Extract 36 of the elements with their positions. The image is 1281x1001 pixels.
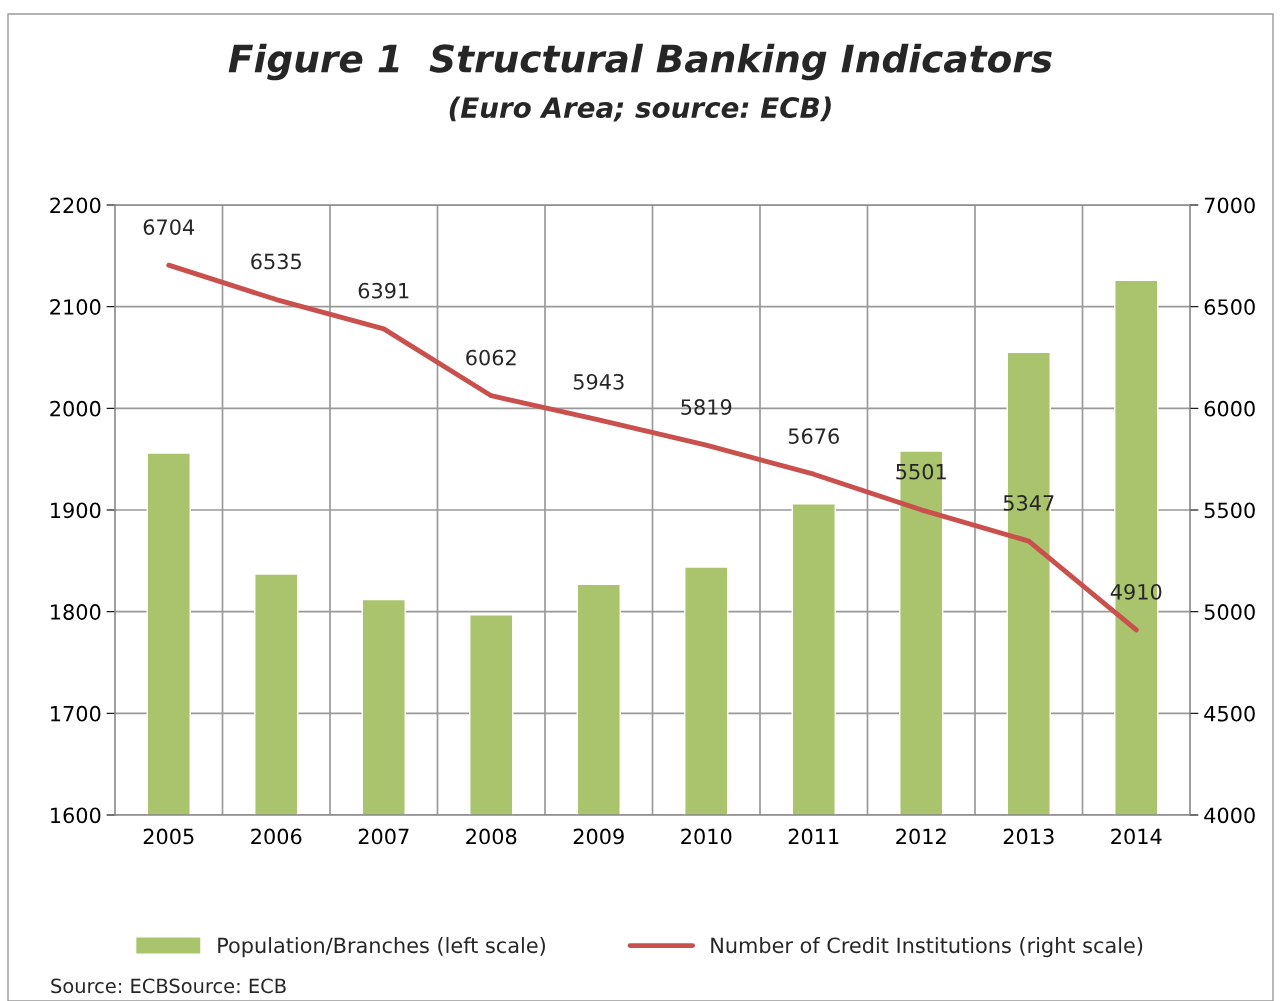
y2-tick-label: 4000 [1204,807,1255,824]
x-tick-label: 2005 [143,828,194,845]
x-tick-label: 2012 [896,828,946,845]
x-tick-label: 2007 [358,828,409,845]
data-label: 6535 [251,253,301,270]
y-tick-label: 1900 [51,502,101,519]
data-label: 5819 [681,399,732,415]
data-label: 5676 [788,428,839,444]
y2-tick-label: 5500 [1204,502,1255,519]
chart-title: Figure 1 Structural Banking Indicators [228,43,1052,81]
x-tick-label: 2010 [681,828,732,845]
y2-tick-label: 4500 [1204,705,1255,722]
y2-tick-label: 7000 [1204,197,1255,214]
x-tick-label: 2009 [573,828,624,845]
y-tick-label: 2200 [50,197,101,214]
data-label: 6391 [358,282,409,299]
x-tick-label: 2013 [1003,828,1054,845]
y2-tick-label: 6500 [1204,299,1255,315]
y-tick-label: 1600 [51,807,101,824]
x-tick-label: 2014 [1111,828,1162,845]
y2-tick-label: 6000 [1204,400,1255,417]
data-label: 6704 [143,219,195,235]
y2-tick-label: 5000 [1204,604,1255,620]
source-note: Source: ECBSource: ECB [51,978,286,994]
legend-label: Number of Credit Institutions (right scale) [711,937,1143,958]
legend-label: Population/Branches (left scale) [218,937,545,958]
x-tick-label: 2006 [251,828,302,845]
y-tick-label: 2000 [50,400,101,417]
data-label: 6062 [466,349,516,366]
y-tick-label: 1700 [51,705,101,722]
x-tick-label: 2011 [788,828,839,845]
x-tick-label: 2008 [466,828,517,845]
chart-subtitle: (Euro Area; source: ECB) [449,96,831,122]
data-label: 5943 [573,373,624,390]
y-tick-label: 1800 [51,604,101,620]
y-tick-label: 2100 [50,299,101,315]
